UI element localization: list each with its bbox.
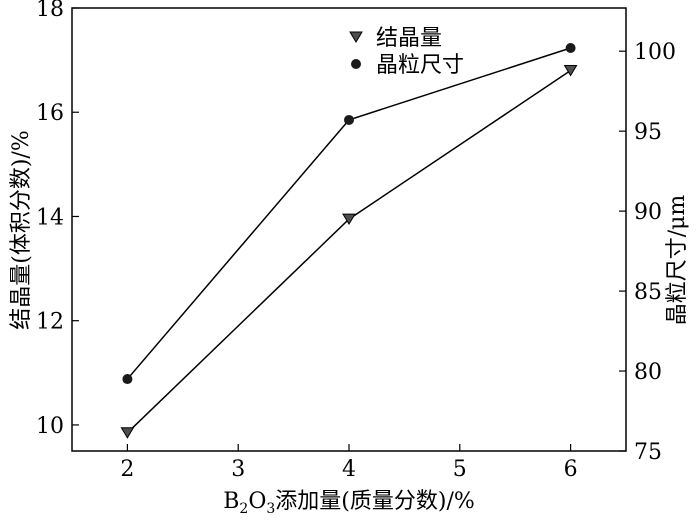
y2-axis-title: 晶粒尺寸/μm bbox=[665, 195, 690, 326]
x-axis-ticks: 2 3 4 5 6 bbox=[120, 444, 578, 482]
x-tick-label: 5 bbox=[453, 457, 467, 482]
triangle-point bbox=[120, 427, 135, 439]
x-tick-label: 3 bbox=[231, 457, 245, 482]
y-tick-label: 16 bbox=[36, 101, 64, 126]
circle-point bbox=[565, 42, 576, 53]
series-layer bbox=[120, 42, 578, 439]
legend: 结晶量 晶粒尺寸 bbox=[349, 26, 464, 78]
legend-marker-triangle bbox=[349, 31, 363, 43]
x-tick-label: 6 bbox=[564, 457, 578, 482]
triangle-point bbox=[342, 213, 356, 226]
y2-tick-label: 95 bbox=[634, 120, 662, 145]
legend-label-crystal-amount: 结晶量 bbox=[376, 26, 442, 51]
circle-point bbox=[122, 374, 133, 385]
y2-tick-label: 75 bbox=[634, 440, 662, 465]
y-tick-label: 10 bbox=[36, 414, 64, 439]
y-tick-label: 12 bbox=[36, 310, 64, 335]
series-line-1 bbox=[126, 47, 571, 380]
x-tick-label: 4 bbox=[342, 457, 356, 482]
x-axis-title: B2O3添加量(质量分数)/% bbox=[223, 489, 475, 517]
y-axis-title: 结晶量(体积分数)/% bbox=[9, 130, 34, 329]
y2-tick-label: 85 bbox=[634, 280, 662, 305]
x-tick-label: 2 bbox=[120, 457, 134, 482]
y2-tick-label: 90 bbox=[634, 200, 662, 225]
legend-marker-circle bbox=[351, 59, 361, 69]
circle-point bbox=[344, 114, 354, 125]
right-axis-ticks: 75 80 85 90 95 100 bbox=[619, 40, 676, 465]
legend-label-grain-size: 晶粒尺寸 bbox=[376, 53, 464, 78]
y-tick-label: 14 bbox=[36, 205, 64, 230]
triangle-point bbox=[563, 65, 578, 77]
y-tick-label: 18 bbox=[36, 0, 64, 22]
y2-tick-label: 100 bbox=[634, 40, 676, 65]
y2-tick-label: 80 bbox=[634, 360, 662, 385]
left-axis-ticks: 10 12 14 16 18 bbox=[36, 0, 79, 439]
plot-frame bbox=[71, 7, 627, 452]
